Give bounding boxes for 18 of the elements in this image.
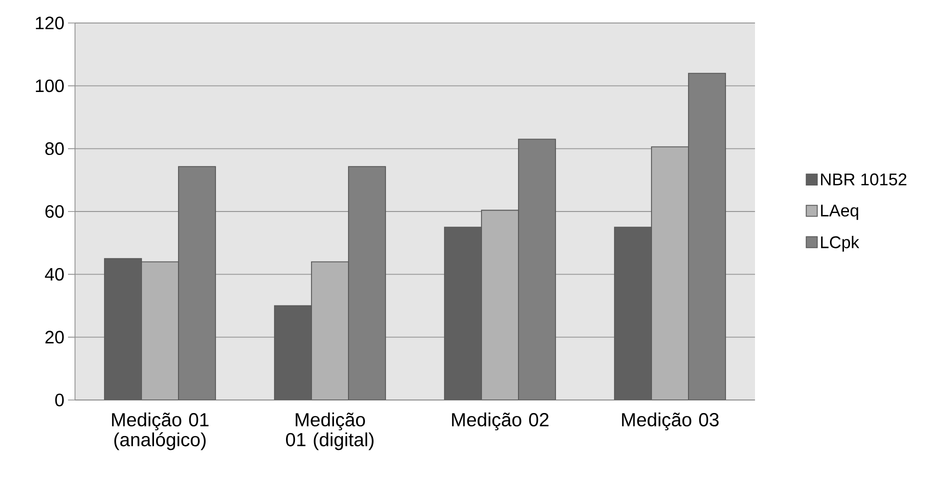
y-tick-label: 100 <box>36 79 64 92</box>
x-tick-label: Medição 01 (analógico) <box>112 412 208 450</box>
y-tick-label: 120 <box>36 16 64 30</box>
x-tick-label: Medição 02 <box>452 412 548 430</box>
x-tick-label: Medição 03 <box>622 412 719 430</box>
bar <box>481 210 519 400</box>
y-tick-label: 0 <box>55 394 64 406</box>
x-tick-label: Medição 01 (digital) <box>286 412 374 450</box>
y-tick-label: 20 <box>45 330 64 344</box>
bar <box>651 146 689 400</box>
bar <box>311 261 349 400</box>
legend-label: LAeq <box>821 204 858 220</box>
y-tick-label: 80 <box>45 142 64 156</box>
y-tick-label: 40 <box>44 268 64 281</box>
y-tick-label: 60 <box>45 205 64 218</box>
legend-label: LCpk <box>821 236 860 252</box>
bar <box>141 261 179 400</box>
legend-label: NBR 10152 <box>821 173 906 186</box>
